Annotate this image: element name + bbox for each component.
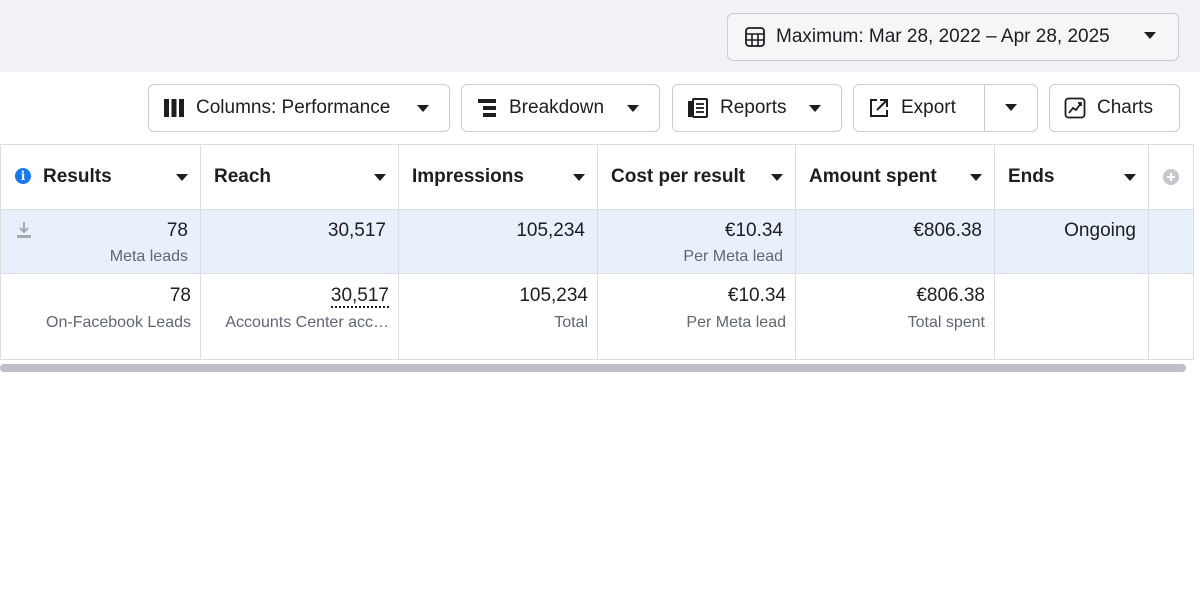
cost-per-result-cell: €10.34 Per Meta lead — [597, 209, 796, 274]
total-ends-cell — [994, 273, 1149, 360]
chevron-down-icon[interactable] — [771, 174, 783, 181]
column-header-cost-per-result[interactable]: Cost per result — [597, 144, 796, 210]
results-cell: 78 Meta leads — [0, 209, 201, 274]
header-row: i Results Reach Impressions Cost per res… — [0, 144, 1194, 210]
top-bar: Maximum: Mar 28, 2022 – Apr 28, 2025 — [0, 0, 1200, 72]
chevron-down-icon — [1144, 32, 1156, 39]
ends-cell: Ongoing — [994, 209, 1149, 274]
total-results-cell: 78 On-Facebook Leads — [0, 273, 201, 360]
chevron-down-icon[interactable] — [573, 174, 585, 181]
add-column-icon[interactable] — [1163, 169, 1179, 185]
reports-label: Reports — [720, 97, 787, 118]
total-reach-cell: 30,517 Accounts Center acc… — [200, 273, 399, 360]
export-icon — [870, 99, 888, 117]
column-header-results[interactable]: i Results — [0, 144, 201, 210]
split-divider — [984, 85, 985, 131]
breakdown-label: Breakdown — [509, 97, 605, 118]
column-header-impressions[interactable]: Impressions — [398, 144, 598, 210]
table-row[interactable]: 78 Meta leads 30,517 105,234 €10.34 Per … — [0, 209, 1194, 274]
reach-cell: 30,517 — [200, 209, 399, 274]
reports-button[interactable]: Reports — [672, 84, 842, 132]
chevron-down-icon — [417, 104, 429, 112]
charts-icon — [1064, 97, 1086, 119]
breakdown-icon — [478, 99, 496, 117]
charts-label: Charts — [1097, 97, 1153, 118]
total-cost-cell: €10.34 Per Meta lead — [597, 273, 796, 360]
horizontal-scrollbar[interactable] — [0, 364, 1186, 372]
column-header-ends[interactable]: Ends — [994, 144, 1149, 210]
charts-button[interactable]: Charts — [1049, 84, 1180, 132]
empty-cell — [1148, 209, 1194, 274]
columns-icon — [164, 99, 184, 117]
empty-cell — [1148, 273, 1194, 360]
chevron-down-icon[interactable] — [176, 174, 188, 181]
amount-spent-cell: €806.38 — [795, 209, 995, 274]
export-button[interactable]: Export — [853, 84, 1038, 132]
reports-icon — [688, 98, 708, 118]
impressions-cell: 105,234 — [398, 209, 598, 274]
chevron-down-icon[interactable] — [970, 174, 982, 181]
download-icon[interactable] — [16, 221, 32, 239]
add-column-cell[interactable] — [1148, 144, 1194, 210]
total-reach-value[interactable]: 30,517 — [330, 285, 389, 308]
chevron-down-icon — [627, 104, 639, 112]
columns-button[interactable]: Columns: Performance — [148, 84, 450, 132]
chevron-down-icon — [809, 104, 821, 112]
total-spent-cell: €806.38 Total spent — [795, 273, 995, 360]
columns-label: Columns: Performance — [196, 97, 391, 118]
calendar-icon — [745, 27, 765, 47]
chevron-down-icon[interactable] — [1124, 174, 1136, 181]
breakdown-button[interactable]: Breakdown — [461, 84, 660, 132]
info-icon[interactable]: i — [15, 168, 31, 184]
ads-report-table: i Results Reach Impressions Cost per res… — [0, 144, 1194, 360]
date-range-picker[interactable]: Maximum: Mar 28, 2022 – Apr 28, 2025 — [727, 13, 1179, 61]
totals-row: 78 On-Facebook Leads 30,517 Accounts Cen… — [0, 273, 1194, 360]
total-impressions-cell: 105,234 Total — [398, 273, 598, 360]
chevron-down-icon[interactable] — [374, 174, 386, 181]
date-range-label: Maximum: Mar 28, 2022 – Apr 28, 2025 — [776, 26, 1110, 47]
column-header-reach[interactable]: Reach — [200, 144, 399, 210]
export-menu-chevron-icon[interactable] — [1005, 104, 1017, 111]
export-label: Export — [901, 97, 956, 118]
column-header-amount-spent[interactable]: Amount spent — [795, 144, 995, 210]
